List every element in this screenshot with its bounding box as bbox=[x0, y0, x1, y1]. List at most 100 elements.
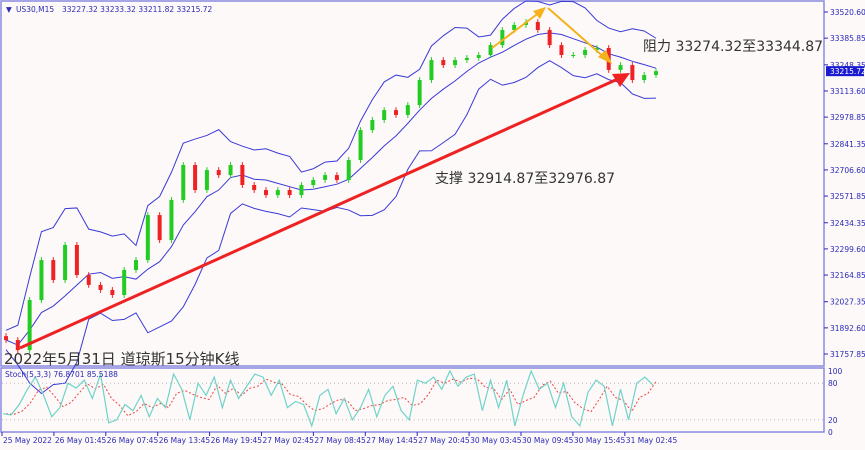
candle-body bbox=[594, 48, 599, 50]
time-tick-label: 27 May 20:45 bbox=[418, 436, 470, 445]
candle-body bbox=[394, 110, 398, 115]
candle-body bbox=[299, 184, 304, 196]
candle-body bbox=[311, 179, 316, 185]
wave-down-arrow-head bbox=[598, 50, 612, 64]
candle-body bbox=[110, 289, 115, 296]
candle-body bbox=[264, 190, 268, 196]
wave-down-line bbox=[547, 7, 606, 59]
candle-body bbox=[559, 45, 564, 55]
stoch-label: Stoch(5,3,3) 76.8701 85.5188 bbox=[5, 370, 118, 379]
time-tick-label: 26 May 07:45 bbox=[107, 436, 159, 445]
candle-body bbox=[464, 57, 469, 61]
price-tick-label: 32164.85 bbox=[830, 271, 865, 280]
time-tick-label: 27 May 14:45 bbox=[366, 436, 418, 445]
bb-middle-line bbox=[5, 32, 657, 346]
time-axis[interactable]: 25 May 2022 26 May 01:45 26 May 07:45 26 Ma… bbox=[1, 432, 678, 445]
price-tick-label: 33113.60 bbox=[830, 87, 865, 96]
candle-body bbox=[252, 184, 257, 191]
price-tick-label: 32027.35 bbox=[830, 298, 865, 307]
time-tick-label: 26 May 01:45 bbox=[55, 436, 107, 445]
candle-body bbox=[500, 29, 505, 46]
candle-body bbox=[134, 260, 138, 270]
candle-body bbox=[145, 215, 150, 261]
drawings bbox=[19, 7, 630, 350]
candle-body bbox=[334, 175, 339, 180]
candle-body bbox=[441, 60, 446, 66]
candle-body bbox=[630, 65, 635, 81]
candle-body bbox=[358, 130, 363, 160]
trend-arrow-line bbox=[19, 76, 621, 350]
bb-lower-line bbox=[5, 60, 657, 395]
candle-body bbox=[429, 60, 434, 81]
candle-body bbox=[63, 244, 68, 281]
ohlc-readout: 33227.32 33233.32 33211.82 33215.72 bbox=[62, 5, 213, 14]
price-axis[interactable]: 33520.60 33385.85 33248.35 33113.60 32978.85… bbox=[824, 8, 865, 359]
resistance-annotation: 阻力 33274.32至33344.87 bbox=[643, 39, 824, 55]
current-price-label: 33215.72 bbox=[830, 67, 865, 76]
time-tick-label: 26 May 19:45 bbox=[211, 436, 263, 445]
candle-body bbox=[204, 170, 209, 191]
candle-body bbox=[51, 260, 56, 281]
time-tick-label: 27 May 02:45 bbox=[263, 436, 315, 445]
price-tick-label: 33520.60 bbox=[830, 8, 865, 17]
candle-body bbox=[98, 284, 103, 290]
candle-body bbox=[405, 105, 410, 115]
candle-body bbox=[323, 175, 328, 180]
support-annotation: 支撑 32914.87至32976.87 bbox=[435, 171, 616, 187]
candle-body bbox=[74, 244, 79, 276]
trend-arrow-head bbox=[612, 73, 630, 87]
candle-body bbox=[654, 71, 658, 75]
candle-body bbox=[583, 49, 588, 55]
current-price-marker bbox=[826, 66, 864, 77]
candle-body bbox=[275, 190, 280, 196]
candle-body bbox=[86, 275, 91, 285]
candle-body bbox=[535, 22, 540, 30]
time-tick-label: 30 May 15:45 bbox=[574, 436, 626, 445]
candle-body bbox=[181, 165, 186, 200]
bollinger-bands bbox=[5, 0, 657, 395]
price-tick-label: 31892.60 bbox=[830, 324, 865, 333]
candle-body bbox=[370, 119, 375, 131]
time-tick-label: 27 May 08:45 bbox=[314, 436, 366, 445]
candle-body bbox=[193, 165, 198, 191]
triangle-down-icon[interactable]: ▼ bbox=[6, 5, 12, 14]
candle-body bbox=[346, 159, 351, 180]
candle-body bbox=[228, 165, 233, 176]
candle-body bbox=[618, 65, 623, 70]
candle-body bbox=[39, 260, 44, 301]
stochastic-panel: 100 80 20 0 bbox=[2, 367, 843, 437]
price-tick-label: 33248.35 bbox=[830, 61, 865, 70]
stoch-tick-label: 0 bbox=[828, 428, 833, 437]
time-tick-label: 30 May 09:45 bbox=[522, 436, 574, 445]
price-tick-label: 32299.60 bbox=[830, 245, 865, 254]
price-tick-label: 32434.35 bbox=[830, 219, 865, 228]
time-tick-label: 26 May 13:45 bbox=[159, 436, 211, 445]
candle-body bbox=[27, 300, 32, 351]
candle-body bbox=[547, 29, 552, 46]
stoch-tick-label: 20 bbox=[828, 416, 838, 425]
stoch-panel-border bbox=[0, 367, 825, 433]
price-tick-label: 32841.35 bbox=[830, 140, 865, 149]
bb-upper-line bbox=[5, 0, 657, 331]
price-tick-label: 31757.85 bbox=[830, 350, 865, 359]
candle-body bbox=[157, 215, 162, 241]
candle-body bbox=[417, 80, 422, 106]
wave-up-line bbox=[491, 11, 541, 49]
candle-body bbox=[4, 336, 8, 341]
candle-body bbox=[15, 340, 20, 351]
wave-up-arrow-head bbox=[533, 7, 546, 19]
main-panel-border bbox=[0, 0, 825, 367]
candle-body bbox=[382, 110, 387, 120]
candle-body bbox=[642, 74, 647, 81]
candle-body bbox=[488, 45, 493, 55]
candles bbox=[4, 19, 658, 354]
candle-body bbox=[240, 165, 245, 185]
stoch-main-line bbox=[2, 369, 654, 428]
price-tick-label: 32978.85 bbox=[830, 113, 865, 122]
time-tick-label: 31 May 02:45 bbox=[626, 436, 678, 445]
symbol-label: US30,M15 bbox=[16, 5, 54, 14]
candle-body bbox=[169, 199, 174, 241]
time-tick-label: 25 May 2022 bbox=[3, 436, 52, 445]
